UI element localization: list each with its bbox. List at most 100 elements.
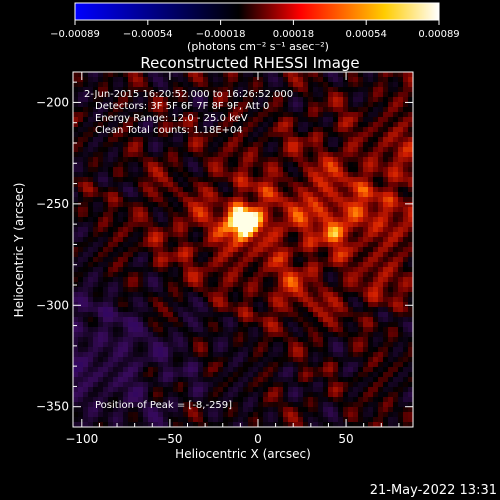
heatmap-cell — [103, 367, 108, 372]
heatmap-cell — [333, 72, 338, 77]
heatmap-cell — [328, 272, 333, 277]
heatmap-cell — [273, 302, 278, 307]
heatmap-cell — [243, 92, 248, 97]
heatmap-cell — [138, 172, 143, 177]
heatmap-cell — [178, 377, 183, 382]
heatmap-cell — [78, 102, 83, 107]
heatmap-cell — [108, 247, 113, 252]
heatmap-cell — [73, 112, 78, 117]
heatmap-cell — [388, 412, 393, 417]
heatmap-cell — [203, 372, 208, 377]
heatmap-cell — [178, 197, 183, 202]
heatmap-cell — [108, 97, 113, 102]
heatmap-cell — [273, 382, 278, 387]
heatmap-cell — [283, 212, 288, 217]
heatmap-cell — [328, 177, 333, 182]
heatmap-cell — [113, 322, 118, 327]
heatmap-cell — [123, 342, 128, 347]
heatmap-cell — [323, 142, 328, 147]
heatmap-cell — [403, 122, 408, 127]
heatmap-cell — [263, 232, 268, 237]
heatmap-cell — [143, 207, 148, 212]
heatmap-cell — [258, 157, 263, 162]
heatmap-cell — [313, 237, 318, 242]
heatmap-cell — [188, 417, 193, 422]
heatmap-cell — [363, 247, 368, 252]
heatmap-cell — [233, 237, 238, 242]
heatmap-cell — [303, 417, 308, 422]
heatmap-cell — [248, 152, 253, 157]
heatmap-cell — [218, 212, 223, 217]
heatmap-cell — [313, 387, 318, 392]
heatmap-cell — [308, 217, 313, 222]
heatmap-cell — [408, 72, 413, 77]
heatmap-cell — [403, 147, 408, 152]
heatmap-cell — [218, 352, 223, 357]
heatmap-cell — [373, 82, 378, 87]
heatmap-cell — [278, 377, 283, 382]
heatmap-cell — [403, 182, 408, 187]
heatmap-cell — [83, 127, 88, 132]
heatmap-cell — [318, 327, 323, 332]
heatmap-cell — [378, 322, 383, 327]
heatmap-cell — [253, 107, 258, 112]
heatmap-cell — [248, 182, 253, 187]
heatmap-cell — [238, 72, 243, 77]
heatmap-cell — [78, 342, 83, 347]
heatmap-cell — [368, 97, 373, 102]
heatmap-cell — [88, 277, 93, 282]
heatmap-cell — [353, 187, 358, 192]
heatmap-cell — [203, 342, 208, 347]
heatmap-cell — [383, 287, 388, 292]
heatmap-cell — [268, 362, 273, 367]
heatmap-cell — [143, 267, 148, 272]
heatmap-cell — [348, 342, 353, 347]
heatmap-cell — [248, 347, 253, 352]
heatmap-cell — [283, 327, 288, 332]
heatmap-cell — [318, 417, 323, 422]
heatmap-cell — [253, 287, 258, 292]
heatmap-cell — [248, 172, 253, 177]
heatmap-cell — [73, 147, 78, 152]
heatmap-cell — [208, 162, 213, 167]
heatmap-cell — [88, 262, 93, 267]
heatmap-cell — [183, 357, 188, 362]
heatmap-cell — [283, 87, 288, 92]
heatmap-cell — [198, 227, 203, 232]
heatmap-cell — [203, 352, 208, 357]
heatmap-cell — [93, 87, 98, 92]
heatmap-cell — [113, 217, 118, 222]
heatmap-cell — [353, 337, 358, 342]
heatmap-cell — [93, 362, 98, 367]
heatmap-cell — [243, 342, 248, 347]
heatmap-cell — [173, 167, 178, 172]
heatmap-cell — [298, 397, 303, 402]
heatmap-cell — [203, 132, 208, 137]
heatmap-cell — [273, 142, 278, 147]
heatmap-cell — [208, 177, 213, 182]
heatmap-cell — [203, 157, 208, 162]
heatmap-cell — [273, 132, 278, 137]
heatmap-cell — [378, 92, 383, 97]
heatmap-cell — [108, 267, 113, 272]
heatmap-cell — [223, 142, 228, 147]
heatmap-cell — [98, 92, 103, 97]
heatmap-cell — [368, 392, 373, 397]
heatmap-cell — [313, 317, 318, 322]
heatmap-cell — [208, 257, 213, 262]
heatmap-cell — [93, 137, 98, 142]
heatmap-cell — [243, 382, 248, 387]
heatmap-cell — [323, 377, 328, 382]
heatmap-cell — [198, 152, 203, 157]
heatmap-cell — [248, 262, 253, 267]
heatmap-cell — [358, 372, 363, 377]
heatmap-cell — [398, 342, 403, 347]
heatmap-cell — [378, 227, 383, 232]
heatmap-cell — [398, 392, 403, 397]
heatmap-cell — [178, 297, 183, 302]
heatmap-cell — [388, 167, 393, 172]
heatmap-cell — [378, 137, 383, 142]
heatmap-cell — [158, 117, 163, 122]
heatmap-cell — [238, 252, 243, 257]
heatmap-cell — [188, 177, 193, 182]
